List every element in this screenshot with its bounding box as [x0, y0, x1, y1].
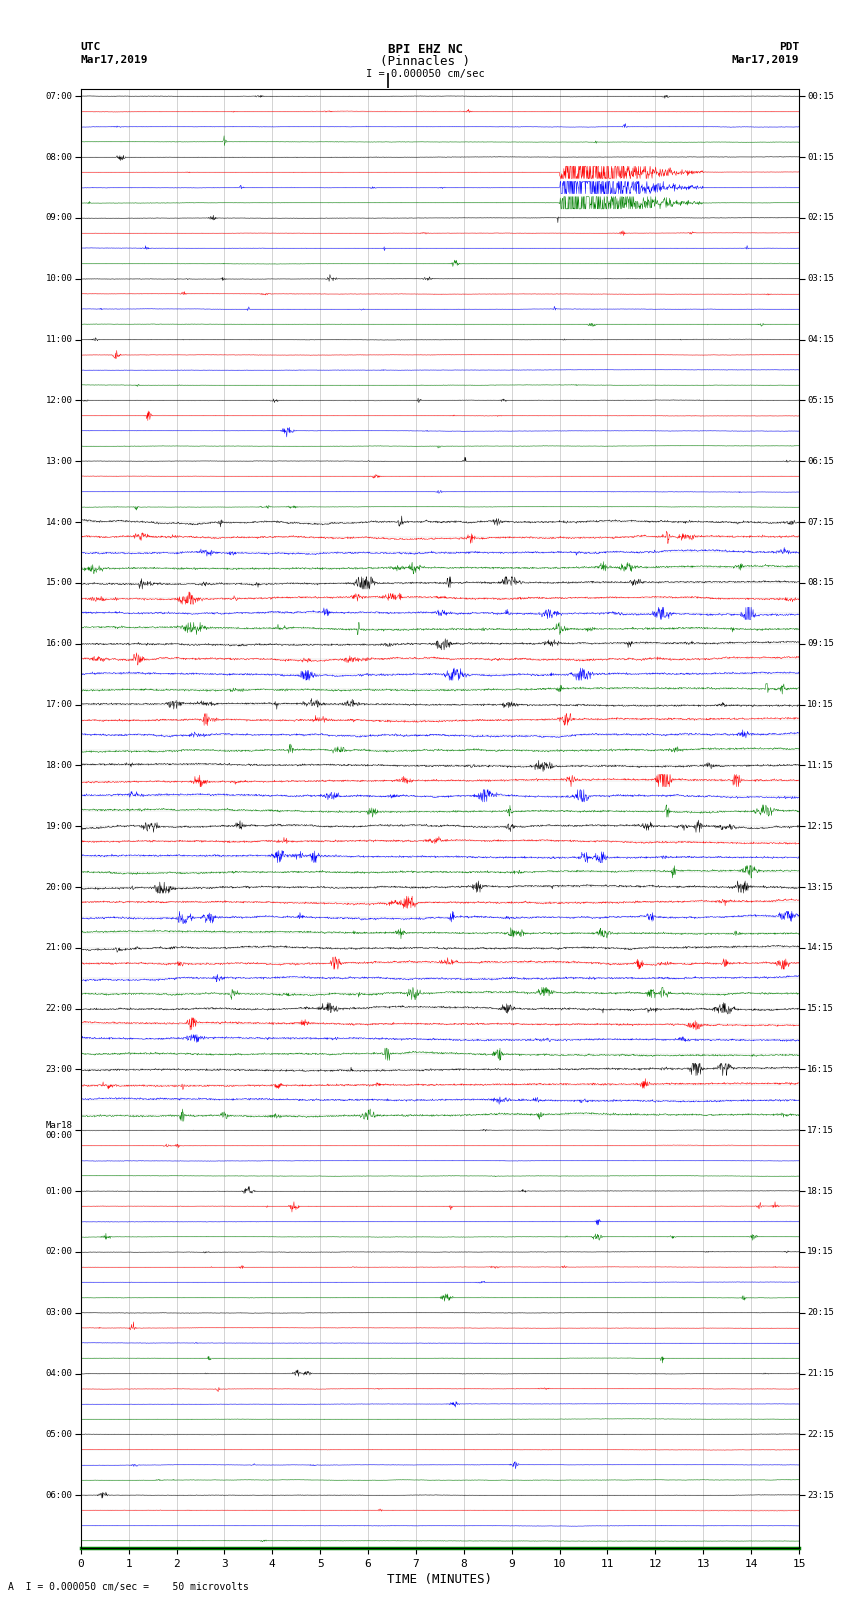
Text: Mar17,2019: Mar17,2019 — [81, 55, 148, 65]
Text: A  I = 0.000050 cm/sec =    50 microvolts: A I = 0.000050 cm/sec = 50 microvolts — [8, 1582, 249, 1592]
Text: I = 0.000050 cm/sec: I = 0.000050 cm/sec — [366, 69, 484, 79]
Text: BPI EHZ NC: BPI EHZ NC — [388, 44, 462, 56]
X-axis label: TIME (MINUTES): TIME (MINUTES) — [388, 1573, 492, 1586]
Text: Mar17,2019: Mar17,2019 — [732, 55, 799, 65]
Text: PDT: PDT — [779, 42, 799, 52]
Text: (Pinnacles ): (Pinnacles ) — [380, 55, 470, 68]
Text: UTC: UTC — [81, 42, 101, 52]
